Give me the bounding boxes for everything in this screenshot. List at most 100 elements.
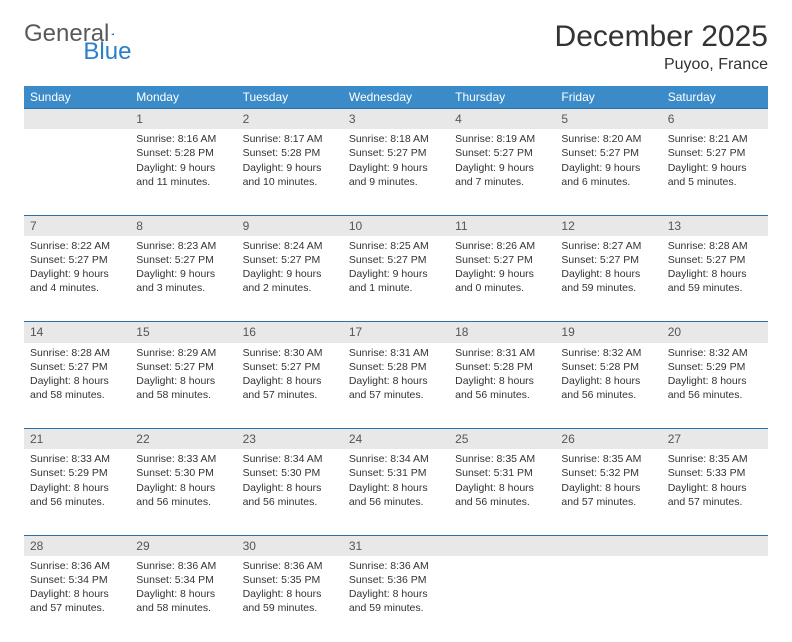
day-info-line: and 56 minutes. — [668, 388, 762, 402]
day-info-line: Sunrise: 8:36 AM — [349, 559, 443, 573]
day-cell: Sunrise: 8:24 AMSunset: 5:27 PMDaylight:… — [237, 236, 343, 322]
day-number: 2 — [237, 109, 343, 130]
content-row: Sunrise: 8:28 AMSunset: 5:27 PMDaylight:… — [24, 343, 768, 429]
day-number: 29 — [130, 535, 236, 556]
day-info-line: Sunrise: 8:36 AM — [30, 559, 124, 573]
day-cell: Sunrise: 8:36 AMSunset: 5:34 PMDaylight:… — [24, 556, 130, 642]
day-number: 4 — [449, 109, 555, 130]
day-number: 7 — [24, 215, 130, 236]
day-info-line: Sunset: 5:27 PM — [349, 146, 443, 160]
content-row: Sunrise: 8:36 AMSunset: 5:34 PMDaylight:… — [24, 556, 768, 642]
day-info-line: and 57 minutes. — [30, 601, 124, 615]
day-info-line: Sunrise: 8:34 AM — [349, 452, 443, 466]
day-number: 23 — [237, 429, 343, 450]
day-info-line: Sunset: 5:27 PM — [243, 360, 337, 374]
day-cell: Sunrise: 8:35 AMSunset: 5:31 PMDaylight:… — [449, 449, 555, 535]
day-cell: Sunrise: 8:30 AMSunset: 5:27 PMDaylight:… — [237, 343, 343, 429]
day-info-line: and 56 minutes. — [455, 388, 549, 402]
day-info-line: Sunrise: 8:32 AM — [561, 346, 655, 360]
day-info-line: Daylight: 8 hours — [455, 481, 549, 495]
day-info-line: Sunrise: 8:24 AM — [243, 239, 337, 253]
day-info-line: Daylight: 9 hours — [455, 161, 549, 175]
day-info-line: Sunrise: 8:26 AM — [455, 239, 549, 253]
day-info-line: Sunset: 5:27 PM — [30, 360, 124, 374]
day-info-line: Daylight: 9 hours — [561, 161, 655, 175]
day-info-line: Daylight: 8 hours — [349, 481, 443, 495]
day-info-line: and 9 minutes. — [349, 175, 443, 189]
day-number: 26 — [555, 429, 661, 450]
day-info-line: Sunset: 5:28 PM — [349, 360, 443, 374]
day-info-line: and 58 minutes. — [136, 601, 230, 615]
day-info-line: Sunrise: 8:36 AM — [136, 559, 230, 573]
day-number: 1 — [130, 109, 236, 130]
day-cell: Sunrise: 8:22 AMSunset: 5:27 PMDaylight:… — [24, 236, 130, 322]
day-info-line: Sunrise: 8:29 AM — [136, 346, 230, 360]
day-info-line: Sunrise: 8:17 AM — [243, 132, 337, 146]
day-info-line: Sunset: 5:27 PM — [668, 146, 762, 160]
day-info-line: and 1 minute. — [349, 281, 443, 295]
day-cell: Sunrise: 8:31 AMSunset: 5:28 PMDaylight:… — [343, 343, 449, 429]
page-title: December 2025 — [555, 20, 768, 54]
day-info-line: Sunrise: 8:35 AM — [668, 452, 762, 466]
daynum-row: 14151617181920 — [24, 322, 768, 343]
day-info-line: Sunrise: 8:16 AM — [136, 132, 230, 146]
day-number — [555, 535, 661, 556]
daynum-row: 28293031 — [24, 535, 768, 556]
day-number: 12 — [555, 215, 661, 236]
day-cell — [555, 556, 661, 642]
day-header: Tuesday — [237, 86, 343, 109]
day-info-line: Daylight: 8 hours — [668, 267, 762, 281]
day-cell: Sunrise: 8:31 AMSunset: 5:28 PMDaylight:… — [449, 343, 555, 429]
day-cell — [24, 129, 130, 215]
day-header: Thursday — [449, 86, 555, 109]
daynum-row: 78910111213 — [24, 215, 768, 236]
day-info-line: and 59 minutes. — [668, 281, 762, 295]
day-info-line: Sunrise: 8:19 AM — [455, 132, 549, 146]
day-info-line: Sunrise: 8:31 AM — [455, 346, 549, 360]
day-info-line: Sunset: 5:27 PM — [136, 253, 230, 267]
day-info-line: Sunset: 5:34 PM — [136, 573, 230, 587]
day-info-line: and 4 minutes. — [30, 281, 124, 295]
day-info-line: Sunrise: 8:21 AM — [668, 132, 762, 146]
day-info-line: and 57 minutes. — [561, 495, 655, 509]
day-number: 15 — [130, 322, 236, 343]
day-info-line: and 57 minutes. — [243, 388, 337, 402]
day-info-line: and 56 minutes. — [561, 388, 655, 402]
day-info-line: and 57 minutes. — [349, 388, 443, 402]
day-info-line: and 10 minutes. — [243, 175, 337, 189]
day-info-line: and 57 minutes. — [668, 495, 762, 509]
day-info-line: Sunset: 5:27 PM — [30, 253, 124, 267]
day-number: 28 — [24, 535, 130, 556]
content-row: Sunrise: 8:16 AMSunset: 5:28 PMDaylight:… — [24, 129, 768, 215]
day-cell: Sunrise: 8:27 AMSunset: 5:27 PMDaylight:… — [555, 236, 661, 322]
day-header: Friday — [555, 86, 661, 109]
day-number: 30 — [237, 535, 343, 556]
day-info-line: Sunset: 5:29 PM — [30, 466, 124, 480]
day-info-line: Sunrise: 8:33 AM — [30, 452, 124, 466]
day-number: 5 — [555, 109, 661, 130]
day-cell: Sunrise: 8:17 AMSunset: 5:28 PMDaylight:… — [237, 129, 343, 215]
day-info-line: and 11 minutes. — [136, 175, 230, 189]
day-number: 10 — [343, 215, 449, 236]
daynum-row: 123456 — [24, 109, 768, 130]
day-cell: Sunrise: 8:19 AMSunset: 5:27 PMDaylight:… — [449, 129, 555, 215]
day-number: 31 — [343, 535, 449, 556]
day-number: 20 — [662, 322, 768, 343]
day-number: 22 — [130, 429, 236, 450]
day-info-line: Daylight: 8 hours — [561, 374, 655, 388]
day-info-line: and 59 minutes. — [243, 601, 337, 615]
day-info-line: Daylight: 9 hours — [243, 161, 337, 175]
day-info-line: Sunset: 5:27 PM — [349, 253, 443, 267]
day-cell — [449, 556, 555, 642]
day-info-line: Sunset: 5:29 PM — [668, 360, 762, 374]
day-info-line: Sunset: 5:27 PM — [455, 253, 549, 267]
day-info-line: Sunrise: 8:25 AM — [349, 239, 443, 253]
header: General Blue December 2025 Puyoo, France — [24, 20, 768, 74]
day-info-line: Sunrise: 8:32 AM — [668, 346, 762, 360]
day-info-line: Sunrise: 8:28 AM — [30, 346, 124, 360]
day-cell — [662, 556, 768, 642]
day-info-line: Sunset: 5:30 PM — [243, 466, 337, 480]
day-info-line: Sunrise: 8:35 AM — [455, 452, 549, 466]
content-row: Sunrise: 8:22 AMSunset: 5:27 PMDaylight:… — [24, 236, 768, 322]
day-info-line: Sunset: 5:34 PM — [30, 573, 124, 587]
